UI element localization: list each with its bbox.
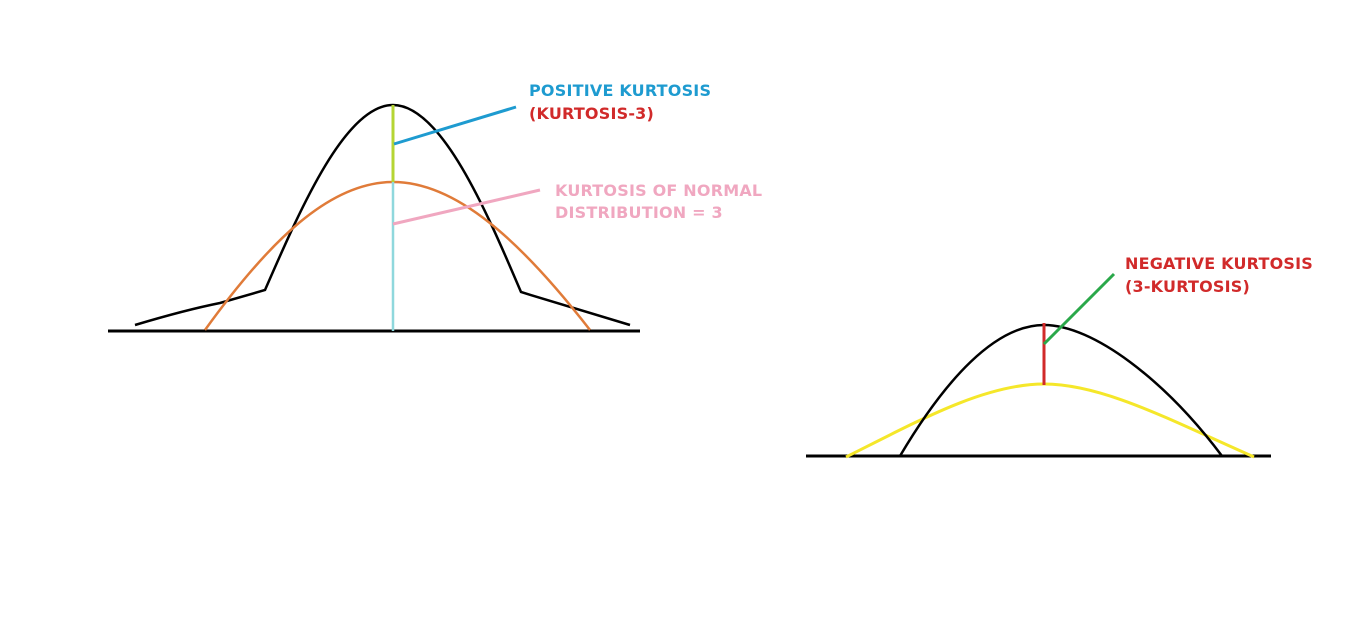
negative-kurtosis-pointer xyxy=(1042,272,1116,346)
positive-kurtosis-pointer xyxy=(393,105,517,146)
normal-kurtosis-pointer xyxy=(392,188,541,226)
positive-kurtosis-label: POSITIVE KURTOSIS xyxy=(529,81,712,100)
normal-kurtosis-value: DISTRIBUTION = 3 xyxy=(555,203,723,222)
negative-kurtosis-panel xyxy=(806,272,1271,459)
normal-kurtosis-label: KURTOSIS OF NORMAL xyxy=(555,181,763,200)
normal-curve xyxy=(203,180,591,331)
platykurtic-curve xyxy=(898,323,1223,457)
positive-kurtosis-formula: (KURTOSIS-3) xyxy=(529,104,655,123)
positive-kurtosis-panel xyxy=(108,103,640,333)
negative-kurtosis-label: NEGATIVE KURTOSIS xyxy=(1125,254,1313,273)
negative-kurtosis-formula: (3-KURTOSIS) xyxy=(1125,277,1251,296)
